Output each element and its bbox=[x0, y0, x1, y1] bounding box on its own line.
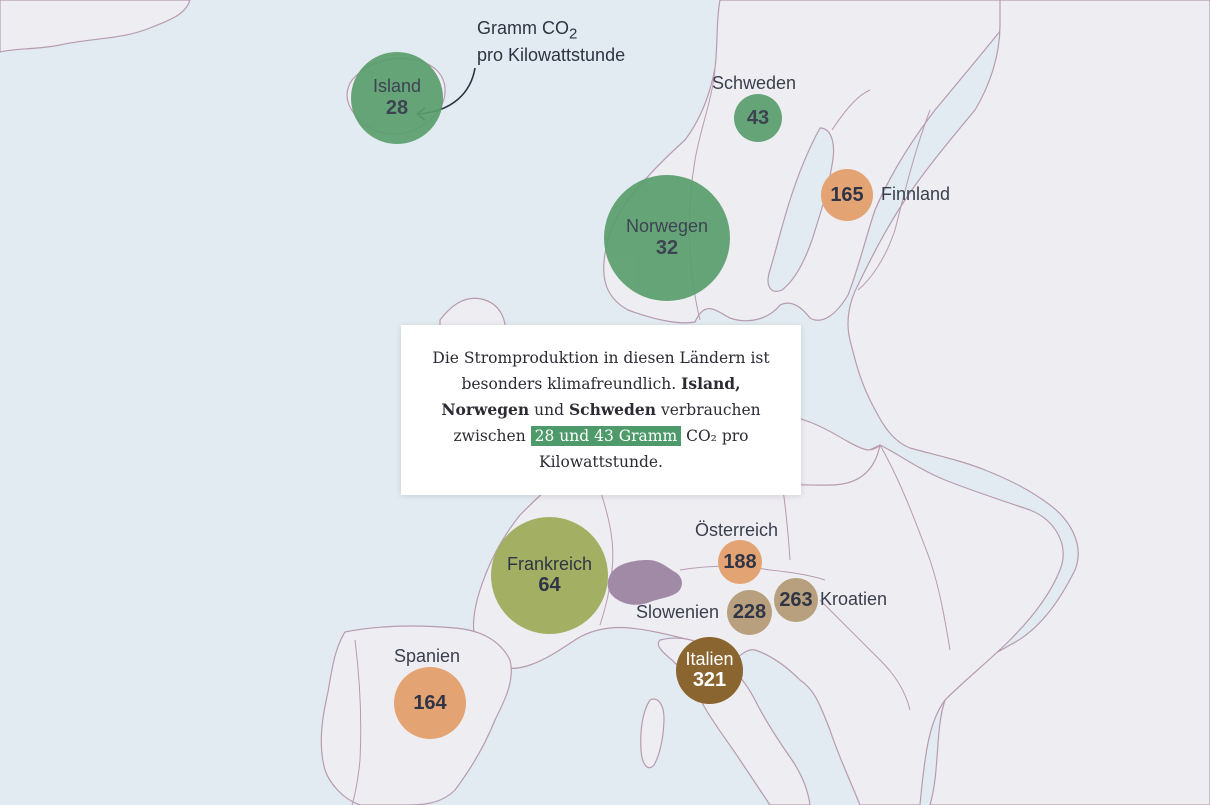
bubble-finnland[interactable]: 165 bbox=[821, 169, 873, 221]
italien-label: Italien bbox=[685, 648, 734, 669]
island-label: Island bbox=[372, 76, 422, 97]
info-text-4: CO₂ pro Kilowattstunde. bbox=[539, 427, 749, 471]
island-value: 28 bbox=[385, 96, 409, 119]
switzerland-shape bbox=[607, 560, 682, 605]
slowenien-value: 228 bbox=[732, 601, 767, 623]
oesterreich-value: 188 bbox=[723, 550, 757, 573]
schweden-value: 43 bbox=[746, 106, 770, 129]
border-poland-ukraine bbox=[879, 444, 951, 651]
bubble-oesterreich[interactable]: 188 bbox=[718, 540, 762, 584]
info-box: Die Stromproduktion in diesen Ländern is… bbox=[401, 325, 801, 495]
spanien-label: Spanien bbox=[394, 646, 461, 666]
italien-value: 321 bbox=[692, 669, 727, 692]
frankreich-value: 64 bbox=[538, 574, 561, 597]
finnland-value: 165 bbox=[830, 183, 864, 206]
border-france-germany bbox=[599, 489, 614, 626]
bubble-slowenien[interactable]: 228 bbox=[727, 590, 772, 635]
border-finland-russia bbox=[857, 109, 931, 291]
schweden-label: Schweden bbox=[712, 73, 797, 93]
annotation-line1: Gramm CO bbox=[477, 18, 569, 38]
oesterreich-label: Österreich bbox=[695, 520, 779, 540]
border-sweden-finland bbox=[831, 89, 871, 131]
border-austria bbox=[679, 565, 826, 581]
norwegen-value: 32 bbox=[655, 236, 679, 259]
gulf-of-bothnia bbox=[767, 127, 835, 292]
spanien-value: 164 bbox=[413, 691, 447, 714]
frankreich-label: Frankreich bbox=[506, 553, 593, 574]
greenland-land bbox=[0, 0, 191, 53]
bubble-norwegen[interactable]: Norwegen 32 bbox=[604, 175, 730, 301]
info-text: Die Stromproduktion in diesen Ländern is… bbox=[421, 345, 781, 475]
bubble-spanien[interactable]: 164 bbox=[394, 667, 466, 739]
info-bold-island: Island, bbox=[681, 374, 741, 393]
bubble-frankreich[interactable]: Frankreich 64 bbox=[491, 517, 608, 634]
kroatien-value: 263 bbox=[779, 588, 813, 611]
norwegen-label: Norwegen bbox=[625, 216, 709, 237]
slowenien-label: Slowenien bbox=[636, 602, 720, 622]
info-bold-schweden: Schweden bbox=[568, 400, 657, 419]
info-bold-norwegen: Norwegen bbox=[441, 400, 530, 419]
bubble-kroatien[interactable]: 263 bbox=[774, 578, 818, 622]
finnland-label: Finnland bbox=[881, 184, 951, 204]
info-text-1: Die Stromproduktion in diesen Ländern is… bbox=[432, 349, 770, 393]
info-text-2: und bbox=[534, 401, 564, 419]
unit-annotation: Gramm CO2 pro Kilowattstunde bbox=[477, 17, 625, 67]
sardinia-land bbox=[640, 698, 665, 769]
info-highlight: 28 und 43 Gramm bbox=[530, 426, 682, 446]
border-iberia bbox=[351, 639, 362, 805]
bubble-italien[interactable]: Italien 321 bbox=[676, 637, 743, 704]
annotation-subscript: 2 bbox=[569, 25, 578, 43]
annotation-line2: pro Kilowattstunde bbox=[477, 45, 626, 66]
bubble-island[interactable]: Island 28 bbox=[351, 52, 443, 144]
info-text-3: verbrauchen zwischen bbox=[453, 401, 761, 445]
bubble-schweden[interactable]: 43 bbox=[734, 94, 782, 142]
border-balkans bbox=[819, 599, 911, 711]
kroatien-label: Kroatien bbox=[820, 589, 888, 609]
